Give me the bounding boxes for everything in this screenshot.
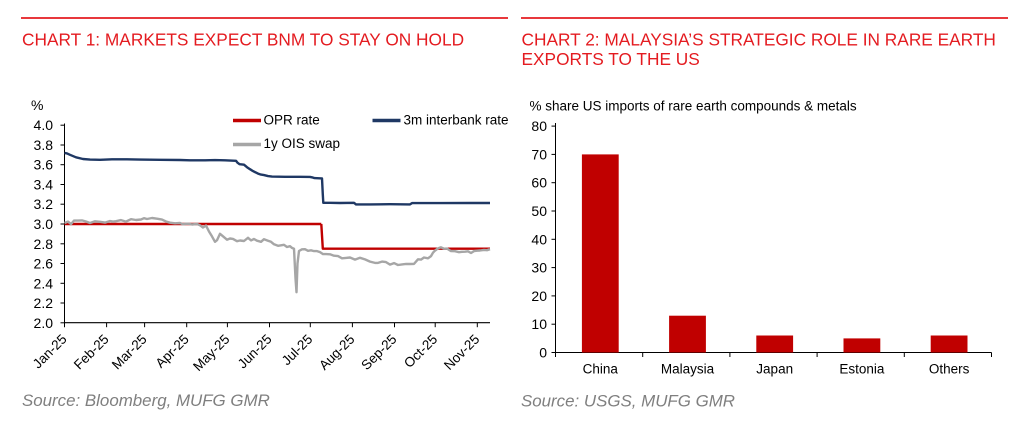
svg-text:3.2: 3.2	[34, 196, 54, 212]
svg-text:3m interbank rate: 3m interbank rate	[404, 112, 509, 127]
svg-text:%: %	[31, 97, 43, 113]
svg-text:80: 80	[531, 118, 547, 134]
svg-text:3.0: 3.0	[34, 216, 54, 232]
svg-text:70: 70	[531, 146, 547, 162]
svg-text:Japan: Japan	[756, 362, 793, 377]
svg-text:OPR rate: OPR rate	[264, 112, 320, 127]
svg-text:2.6: 2.6	[34, 256, 54, 272]
svg-text:Others: Others	[929, 362, 970, 377]
svg-text:% share US imports of rare ear: % share US imports of rare earth compoun…	[530, 99, 857, 114]
svg-text:China: China	[583, 362, 619, 377]
svg-text:Source: Bloomberg, MUFG GMR: Source: Bloomberg, MUFG GMR	[22, 391, 270, 410]
svg-text:2.4: 2.4	[34, 275, 54, 291]
svg-text:Estonia: Estonia	[839, 362, 885, 377]
svg-text:30: 30	[531, 260, 547, 276]
svg-text:Malaysia: Malaysia	[661, 362, 715, 377]
svg-text:2.2: 2.2	[34, 295, 54, 311]
svg-text:CHART 1: MARKETS EXPECT BNM TO: CHART 1: MARKETS EXPECT BNM TO STAY ON H…	[22, 30, 464, 50]
svg-text:CHART 2: MALAYSIA’S STRATEGIC: CHART 2: MALAYSIA’S STRATEGIC ROLE IN RA…	[522, 30, 996, 50]
svg-text:EXPORTS TO THE US: EXPORTS TO THE US	[522, 49, 700, 69]
svg-text:3.8: 3.8	[34, 137, 54, 153]
svg-text:50: 50	[531, 203, 547, 219]
svg-text:4.0: 4.0	[34, 117, 54, 133]
svg-text:10: 10	[531, 316, 547, 332]
svg-text:Source: USGS, MUFG GMR: Source: USGS, MUFG GMR	[521, 391, 735, 410]
svg-text:2.8: 2.8	[34, 236, 54, 252]
svg-text:3.6: 3.6	[34, 157, 54, 173]
svg-text:0: 0	[539, 345, 547, 361]
svg-text:1y OIS swap: 1y OIS swap	[264, 136, 341, 151]
svg-text:3.4: 3.4	[34, 177, 54, 193]
svg-text:60: 60	[531, 175, 547, 191]
svg-text:2.0: 2.0	[34, 315, 54, 331]
svg-text:40: 40	[531, 231, 547, 247]
svg-text:20: 20	[531, 288, 547, 304]
